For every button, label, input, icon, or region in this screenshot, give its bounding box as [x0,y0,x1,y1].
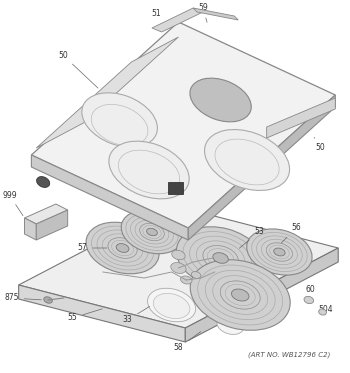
Text: (ART NO. WB12796 C2): (ART NO. WB12796 C2) [248,351,330,358]
Polygon shape [36,210,68,240]
Text: 53: 53 [239,228,264,248]
Ellipse shape [231,289,249,301]
Text: 51: 51 [151,9,170,28]
Text: 50: 50 [58,50,98,88]
Polygon shape [267,98,335,138]
Ellipse shape [172,250,185,260]
Text: 57: 57 [77,244,107,253]
Ellipse shape [204,129,289,191]
Ellipse shape [116,244,129,253]
Ellipse shape [44,297,52,303]
Polygon shape [32,22,335,228]
Ellipse shape [121,210,183,254]
Ellipse shape [274,248,285,256]
Polygon shape [36,37,179,148]
Ellipse shape [217,316,244,335]
Text: 999: 999 [2,191,23,216]
Ellipse shape [304,297,314,304]
Ellipse shape [213,253,228,263]
Text: 33: 33 [122,307,149,325]
Ellipse shape [190,260,290,330]
Polygon shape [19,205,338,328]
Text: 875: 875 [4,294,41,303]
Polygon shape [152,8,203,32]
Polygon shape [32,155,188,240]
Ellipse shape [247,229,312,275]
Ellipse shape [181,276,192,284]
Text: 60: 60 [306,285,316,300]
Text: 59: 59 [198,3,208,22]
Ellipse shape [86,222,159,274]
Polygon shape [193,8,238,20]
Ellipse shape [190,78,251,122]
Ellipse shape [147,228,158,236]
Ellipse shape [37,176,50,187]
Text: 50: 50 [314,137,326,153]
Polygon shape [185,248,338,342]
Polygon shape [19,285,185,342]
Polygon shape [25,218,36,240]
Ellipse shape [191,272,201,278]
Text: 56: 56 [281,223,301,243]
Polygon shape [25,204,68,224]
Text: 55: 55 [68,309,102,323]
Text: 58: 58 [174,332,201,352]
Ellipse shape [109,141,189,199]
Ellipse shape [153,294,190,319]
Ellipse shape [171,263,186,273]
Ellipse shape [319,309,327,315]
FancyBboxPatch shape [168,182,183,194]
Ellipse shape [82,93,158,147]
Polygon shape [188,95,335,240]
Ellipse shape [148,288,196,322]
Ellipse shape [176,227,265,289]
Text: 504: 504 [318,305,333,314]
